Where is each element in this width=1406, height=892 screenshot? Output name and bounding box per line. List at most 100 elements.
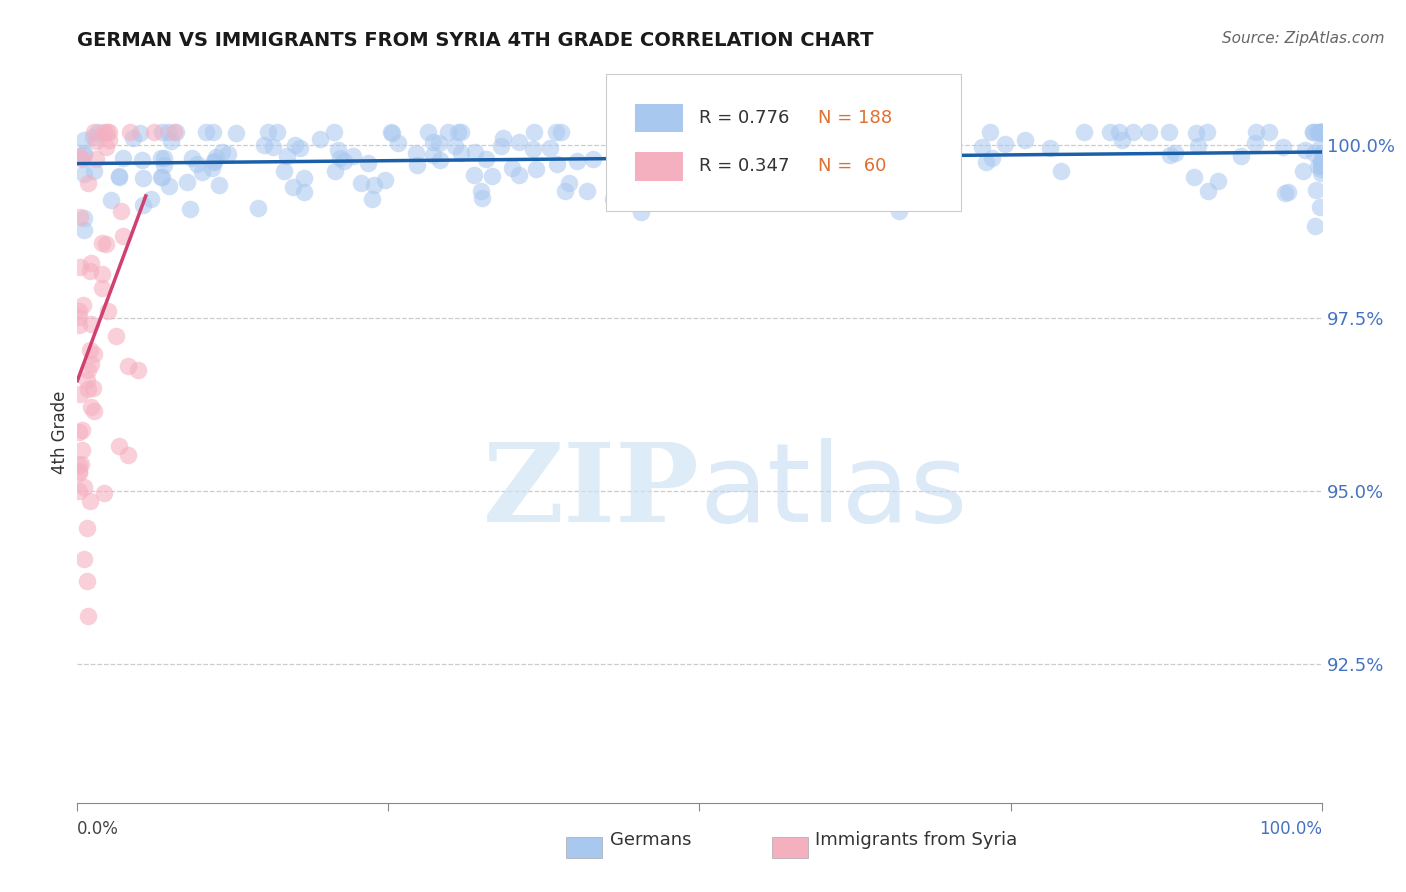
Point: [554, 185, 576, 199]
Point: [803, 137, 825, 152]
Point: [67, 467, 90, 481]
Point: [202, 155, 225, 169]
Text: ZIP: ZIP: [482, 438, 700, 545]
Point: [524, 162, 547, 177]
Point: [501, 161, 523, 176]
Point: [202, 154, 225, 169]
Point: [1230, 149, 1253, 163]
Point: [93, 486, 115, 500]
Point: [1195, 125, 1218, 139]
Point: [1014, 133, 1036, 147]
Point: [323, 164, 346, 178]
Point: [1073, 125, 1095, 139]
Point: [976, 154, 998, 169]
Point: [1274, 186, 1296, 200]
Point: [150, 125, 173, 139]
Point: [176, 175, 198, 189]
Point: [211, 145, 233, 159]
Point: [67, 303, 90, 318]
Point: [1111, 133, 1133, 147]
Point: [808, 165, 831, 179]
Point: [405, 146, 427, 161]
Point: [112, 228, 135, 243]
Point: [491, 131, 513, 145]
Point: [357, 156, 380, 170]
Point: [70, 153, 93, 167]
Point: [380, 125, 402, 139]
Point: [342, 148, 364, 162]
Point: [575, 184, 598, 198]
Point: [94, 237, 117, 252]
Point: [329, 151, 352, 165]
Point: [253, 137, 276, 152]
Text: N =  60: N = 60: [818, 157, 886, 175]
Point: [165, 125, 187, 139]
Point: [128, 126, 150, 140]
Point: [880, 145, 903, 159]
Point: [1257, 125, 1279, 139]
Point: [429, 153, 451, 168]
Point: [186, 157, 208, 171]
Point: [606, 167, 628, 181]
Point: [416, 125, 439, 139]
Point: [67, 318, 90, 332]
Point: [630, 205, 652, 219]
Point: [1187, 138, 1209, 153]
Point: [522, 143, 544, 157]
Point: [1137, 125, 1160, 139]
Point: [1302, 125, 1324, 139]
Point: [475, 153, 498, 167]
Point: [1310, 125, 1333, 139]
Point: [82, 381, 104, 395]
Point: [1310, 155, 1333, 169]
Point: [117, 448, 139, 462]
Point: [350, 176, 373, 190]
Point: [508, 135, 530, 149]
Point: [76, 574, 98, 589]
Point: [1108, 125, 1130, 139]
Point: [508, 168, 530, 182]
Text: R = 0.776: R = 0.776: [700, 109, 790, 127]
Point: [789, 139, 811, 153]
Point: [257, 125, 280, 139]
Point: [1050, 163, 1073, 178]
Point: [643, 161, 665, 175]
Point: [1184, 126, 1206, 140]
Point: [90, 267, 112, 281]
Point: [1308, 125, 1330, 139]
Point: [284, 137, 307, 152]
Point: [373, 173, 395, 187]
Point: [1310, 165, 1333, 179]
Point: [117, 359, 139, 373]
Point: [1277, 185, 1299, 199]
Point: [139, 192, 162, 206]
Point: [70, 442, 93, 457]
Point: [309, 131, 332, 145]
Point: [292, 170, 315, 185]
Point: [693, 151, 716, 165]
Point: [1310, 125, 1333, 139]
Point: [127, 363, 149, 377]
Point: [803, 125, 825, 139]
Point: [225, 126, 247, 140]
Point: [273, 164, 295, 178]
Point: [994, 136, 1017, 151]
Point: [1305, 183, 1327, 197]
Point: [1159, 147, 1181, 161]
Point: [582, 152, 605, 166]
Point: [72, 133, 94, 147]
Point: [688, 127, 710, 141]
Point: [896, 129, 918, 144]
Point: [132, 198, 155, 212]
Point: [979, 125, 1001, 139]
Point: [794, 125, 817, 139]
Point: [1197, 184, 1219, 198]
Text: atlas: atlas: [700, 438, 967, 545]
Point: [83, 347, 105, 361]
Point: [100, 193, 122, 207]
Point: [387, 136, 409, 150]
Point: [981, 151, 1004, 165]
Point: [444, 139, 467, 153]
Point: [108, 169, 131, 184]
Point: [87, 125, 110, 139]
